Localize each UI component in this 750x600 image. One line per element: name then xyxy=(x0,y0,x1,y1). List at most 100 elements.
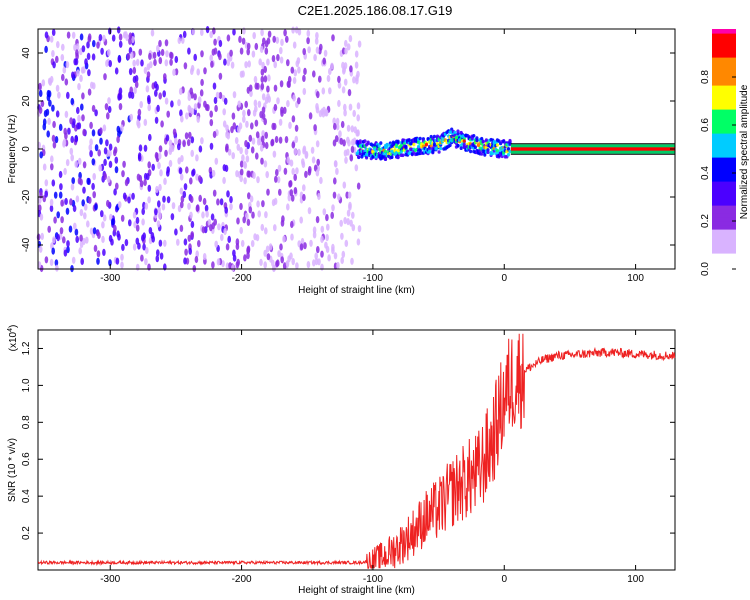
signal-point xyxy=(437,150,441,154)
noise-point xyxy=(114,67,119,75)
noise-point xyxy=(263,261,268,269)
noise-point xyxy=(226,59,231,67)
noise-point xyxy=(166,196,171,204)
signal-point xyxy=(385,142,389,147)
noise-point xyxy=(351,224,356,232)
noise-point xyxy=(328,87,332,95)
noise-point xyxy=(136,119,140,127)
signal-point xyxy=(363,139,367,143)
noise-point xyxy=(143,66,148,75)
noise-point xyxy=(71,31,76,39)
noise-point xyxy=(295,167,299,175)
noise-point xyxy=(350,125,355,133)
signal-point xyxy=(486,150,490,154)
noise-point xyxy=(227,148,232,156)
spectrogram-x-axis: -300 -200 -100 0 100 xyxy=(100,29,644,284)
noise-point xyxy=(177,143,181,151)
noise-point xyxy=(253,75,258,84)
noise-point xyxy=(75,43,80,51)
noise-point xyxy=(170,213,175,221)
noise-point xyxy=(293,148,298,156)
noise-point xyxy=(257,100,262,108)
noise-point xyxy=(263,160,268,168)
noise-point xyxy=(242,109,246,117)
noise-point xyxy=(179,187,184,195)
noise-point xyxy=(265,245,270,253)
noise-point xyxy=(108,60,112,68)
snr-y-axis: 0.2 0.4 0.6 0.8 1.0 1.2 xyxy=(21,341,675,540)
noise-point xyxy=(243,254,247,262)
noise-point xyxy=(53,191,58,199)
noise-point xyxy=(69,198,73,206)
noise-point xyxy=(141,207,145,216)
noise-point xyxy=(335,117,340,125)
noise-point xyxy=(316,158,321,166)
noise-point xyxy=(230,61,235,69)
noise-point xyxy=(129,113,133,121)
noise-point xyxy=(323,49,328,57)
noise-point xyxy=(288,180,293,188)
colorbar-segment xyxy=(712,149,736,154)
signal-point xyxy=(366,141,370,146)
noise-point xyxy=(319,176,323,185)
colorbar-segment xyxy=(712,217,736,222)
noise-point xyxy=(266,58,270,66)
noise-point xyxy=(157,200,161,208)
noise-point xyxy=(283,167,288,175)
noise-point xyxy=(250,146,255,154)
noise-point xyxy=(204,204,209,212)
noise-point xyxy=(206,104,210,112)
colorbar-segment xyxy=(712,233,736,238)
noise-point xyxy=(297,28,302,36)
noise-point xyxy=(210,60,214,68)
noise-point xyxy=(266,188,270,196)
noise-point xyxy=(243,177,247,185)
noise-point xyxy=(295,60,300,68)
noise-point xyxy=(339,137,344,145)
noise-point xyxy=(286,156,291,164)
noise-point xyxy=(318,75,322,83)
noise-point xyxy=(246,245,251,253)
noise-point xyxy=(291,141,296,149)
noise-point xyxy=(70,97,75,106)
noise-point xyxy=(304,150,309,158)
signal-point xyxy=(506,152,511,157)
noise-point xyxy=(280,256,285,264)
noise-point xyxy=(75,49,79,57)
noise-point xyxy=(164,97,169,105)
noise-point xyxy=(251,211,255,219)
noise-point xyxy=(291,258,296,266)
noise-point xyxy=(66,91,70,99)
colorbar-segment xyxy=(712,237,736,242)
noise-point xyxy=(245,120,249,128)
noise-point xyxy=(87,35,92,43)
noise-point xyxy=(183,62,188,70)
noise-point xyxy=(135,237,140,245)
noise-point xyxy=(200,28,204,36)
noise-point xyxy=(275,169,279,177)
colorbar-segment xyxy=(712,117,736,122)
noise-point xyxy=(139,101,143,109)
snr-x-axis: -300 -200 -100 0 100 xyxy=(100,330,644,585)
noise-point xyxy=(261,93,266,101)
noise-point xyxy=(275,36,280,44)
noise-point xyxy=(92,191,96,199)
noise-point xyxy=(309,239,313,247)
noise-point xyxy=(156,104,160,112)
noise-point xyxy=(286,100,290,108)
noise-point xyxy=(273,61,278,69)
y-tick-label: 0.2 xyxy=(21,526,32,540)
noise-point xyxy=(213,47,218,55)
noise-point xyxy=(286,203,290,211)
noise-point xyxy=(157,162,161,170)
noise-point xyxy=(241,70,245,78)
noise-point xyxy=(220,233,224,242)
signal-point xyxy=(358,139,362,143)
noise-point xyxy=(118,40,123,48)
colorbar-segment xyxy=(712,113,736,118)
noise-point xyxy=(121,243,125,252)
noise-point xyxy=(341,250,346,258)
noise-point xyxy=(264,211,268,219)
noise-point xyxy=(177,99,181,107)
snr-multiplier-label: (x104) xyxy=(7,325,19,352)
